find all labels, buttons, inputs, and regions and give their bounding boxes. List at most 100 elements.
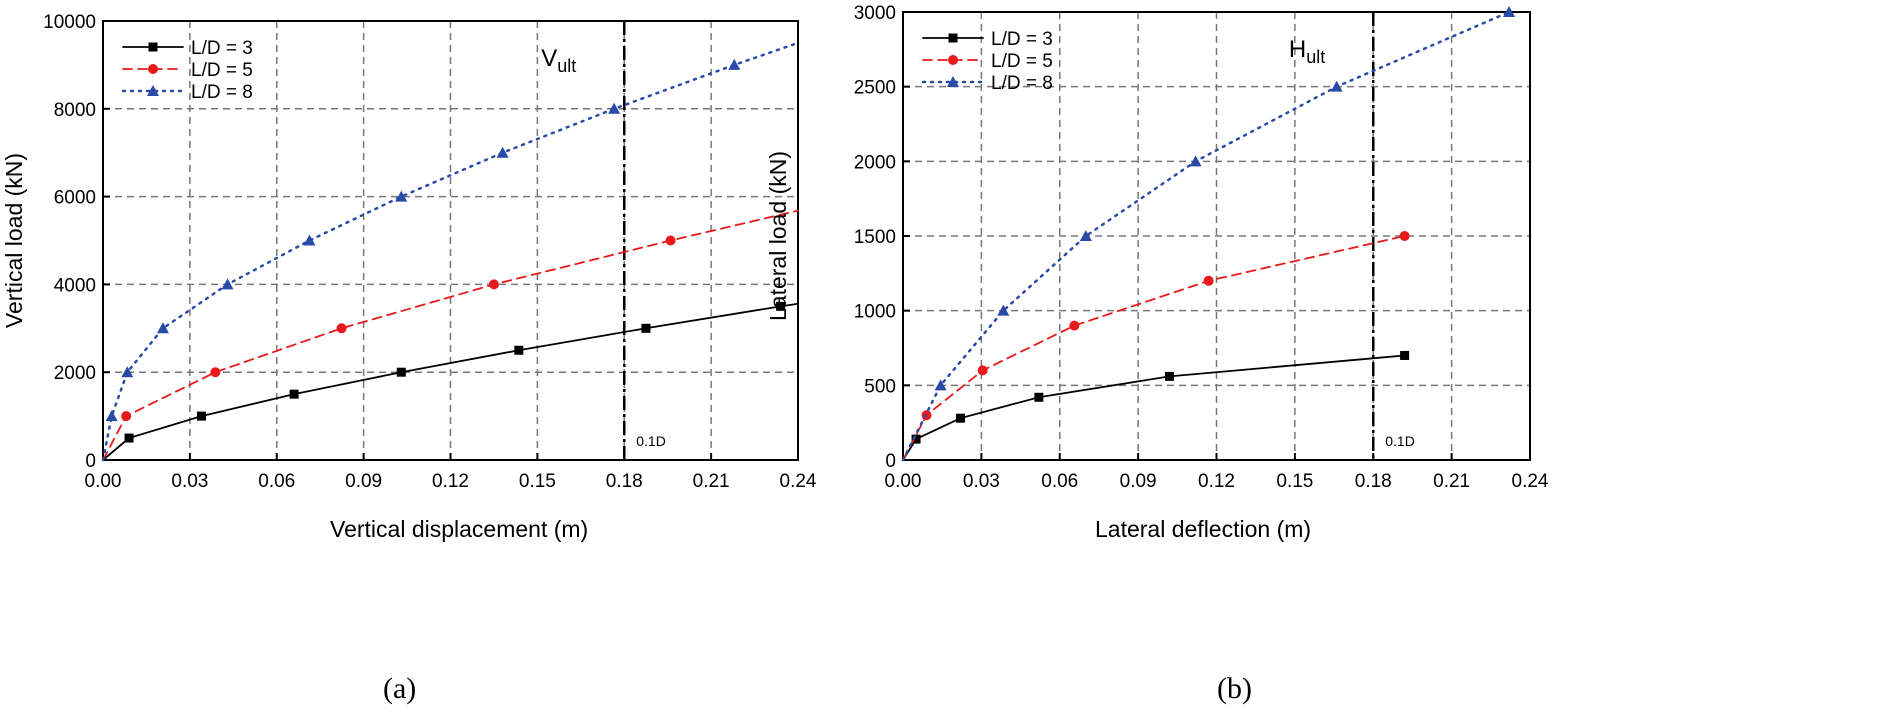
series-0: L/D = 3 [902,29,1410,461]
series-1: L/D = 5 [102,60,799,461]
plot-frame [902,11,1531,461]
circle-marker [1399,231,1410,241]
triangle-marker [496,146,509,158]
y-tick-label: 1500 [854,227,896,248]
y-tick-label: 2500 [854,78,896,99]
legend-label: L/D = 3 [191,38,253,59]
x-tick-label: 0.24 [1512,471,1549,492]
x-axis-label: Vertical displacement (m) [330,516,588,542]
triangle-marker [147,85,159,96]
y-tick-label: 2000 [854,152,896,173]
reference-label: Hult [1289,36,1325,67]
square-marker [396,367,406,377]
x-tick-label: 0.12 [1198,471,1235,492]
x-tick-label: 0.03 [963,471,1000,492]
reference-bottom-label: 0.1D [636,433,666,449]
series-1: L/D = 5 [902,51,1410,461]
y-tick-label: 10000 [43,12,96,33]
y-tick-label: 8000 [54,100,96,121]
square-marker [955,413,965,423]
circle-marker [977,365,988,376]
legend-label: L/D = 5 [191,60,253,81]
y-tick-label: 500 [864,376,896,397]
triangle-marker [947,76,959,87]
square-marker [514,345,524,355]
y-axis-label: Lateral load (kN) [765,151,791,321]
square-marker [911,434,921,444]
plot-frame [102,20,799,461]
circle-marker [665,235,676,246]
series-2: L/D = 8 [101,41,800,462]
reference-label: Vult [541,45,576,76]
legend-label: L/D = 5 [991,51,1053,72]
triangle-marker [156,322,169,334]
triangle-marker [934,379,947,391]
triangle-marker [303,234,316,246]
legend-label: L/D = 8 [991,73,1053,94]
square-marker [641,323,651,333]
x-tick-label: 0.21 [1433,471,1470,492]
x-axis-label: Lateral deflection (m) [1095,516,1311,542]
circle-marker [948,55,958,65]
square-marker [1164,371,1174,381]
series-line [902,235,1406,461]
triangle-marker [997,304,1010,316]
x-tick-label: 0.12 [432,471,469,492]
y-tick-label: 0 [85,451,96,472]
x-tick-label: 0.00 [885,471,922,492]
circle-marker [336,323,347,334]
x-tick-label: 0.06 [1041,471,1078,492]
triangle-marker [121,366,134,378]
legend-label: L/D = 8 [191,82,253,103]
x-tick-label: 0.03 [171,471,208,492]
y-tick-label: 0 [885,451,896,472]
square-marker [1034,392,1044,402]
x-tick-label: 0.24 [780,471,817,492]
circle-marker [148,64,158,74]
x-tick-label: 0.21 [693,471,730,492]
y-tick-label: 2000 [54,363,96,384]
y-axis-label: Vertical load (kN) [1,153,27,328]
chart-a: 0.00 0.03 0.06 0.09 0.12 0.15 0.18 0.21 0.24 0 200… [1,12,817,542]
square-marker [1400,350,1410,360]
y-tick-label: 3000 [854,3,896,24]
circle-marker [1203,275,1214,286]
x-tick-label: 0.06 [258,471,295,492]
square-marker [124,433,134,443]
y-tick-label: 1000 [854,302,896,323]
triangle-marker [395,190,408,202]
x-tick-label: 0.15 [1276,471,1313,492]
triangle-marker [221,278,234,290]
circle-marker [488,279,499,290]
circle-marker [1069,320,1080,331]
triangle-marker [105,410,118,422]
triangle-marker [728,58,741,70]
circle-marker [121,411,132,422]
triangle-marker [1189,155,1202,167]
square-marker [948,33,958,43]
triangle-marker [1503,6,1516,17]
square-marker [776,301,786,311]
caption-a: (a) [383,672,417,705]
square-marker [289,389,299,399]
triangle-marker [1079,230,1092,241]
square-marker [196,411,206,421]
x-tick-label: 0.15 [519,471,556,492]
legend-label: L/D = 3 [991,29,1053,50]
triangle-marker [608,102,621,114]
square-marker [148,42,158,52]
series-0: L/D = 3 [102,38,799,461]
x-tick-label: 0.18 [606,471,643,492]
circle-marker [210,367,221,378]
chart-b: 0.00 0.03 0.06 0.09 0.12 0.15 0.18 0.21 0.24 0 500… [765,3,1549,542]
reference-bottom-label: 0.1D [1385,433,1415,449]
caption-b: (b) [1217,672,1252,705]
y-tick-label: 6000 [54,188,96,209]
x-tick-label: 0.18 [1355,471,1392,492]
x-tick-label: 0.09 [1120,471,1157,492]
y-tick-label: 4000 [54,275,96,296]
x-tick-label: 0.00 [85,471,122,492]
series-2: L/D = 8 [901,6,1516,462]
triangle-marker [1330,80,1343,92]
